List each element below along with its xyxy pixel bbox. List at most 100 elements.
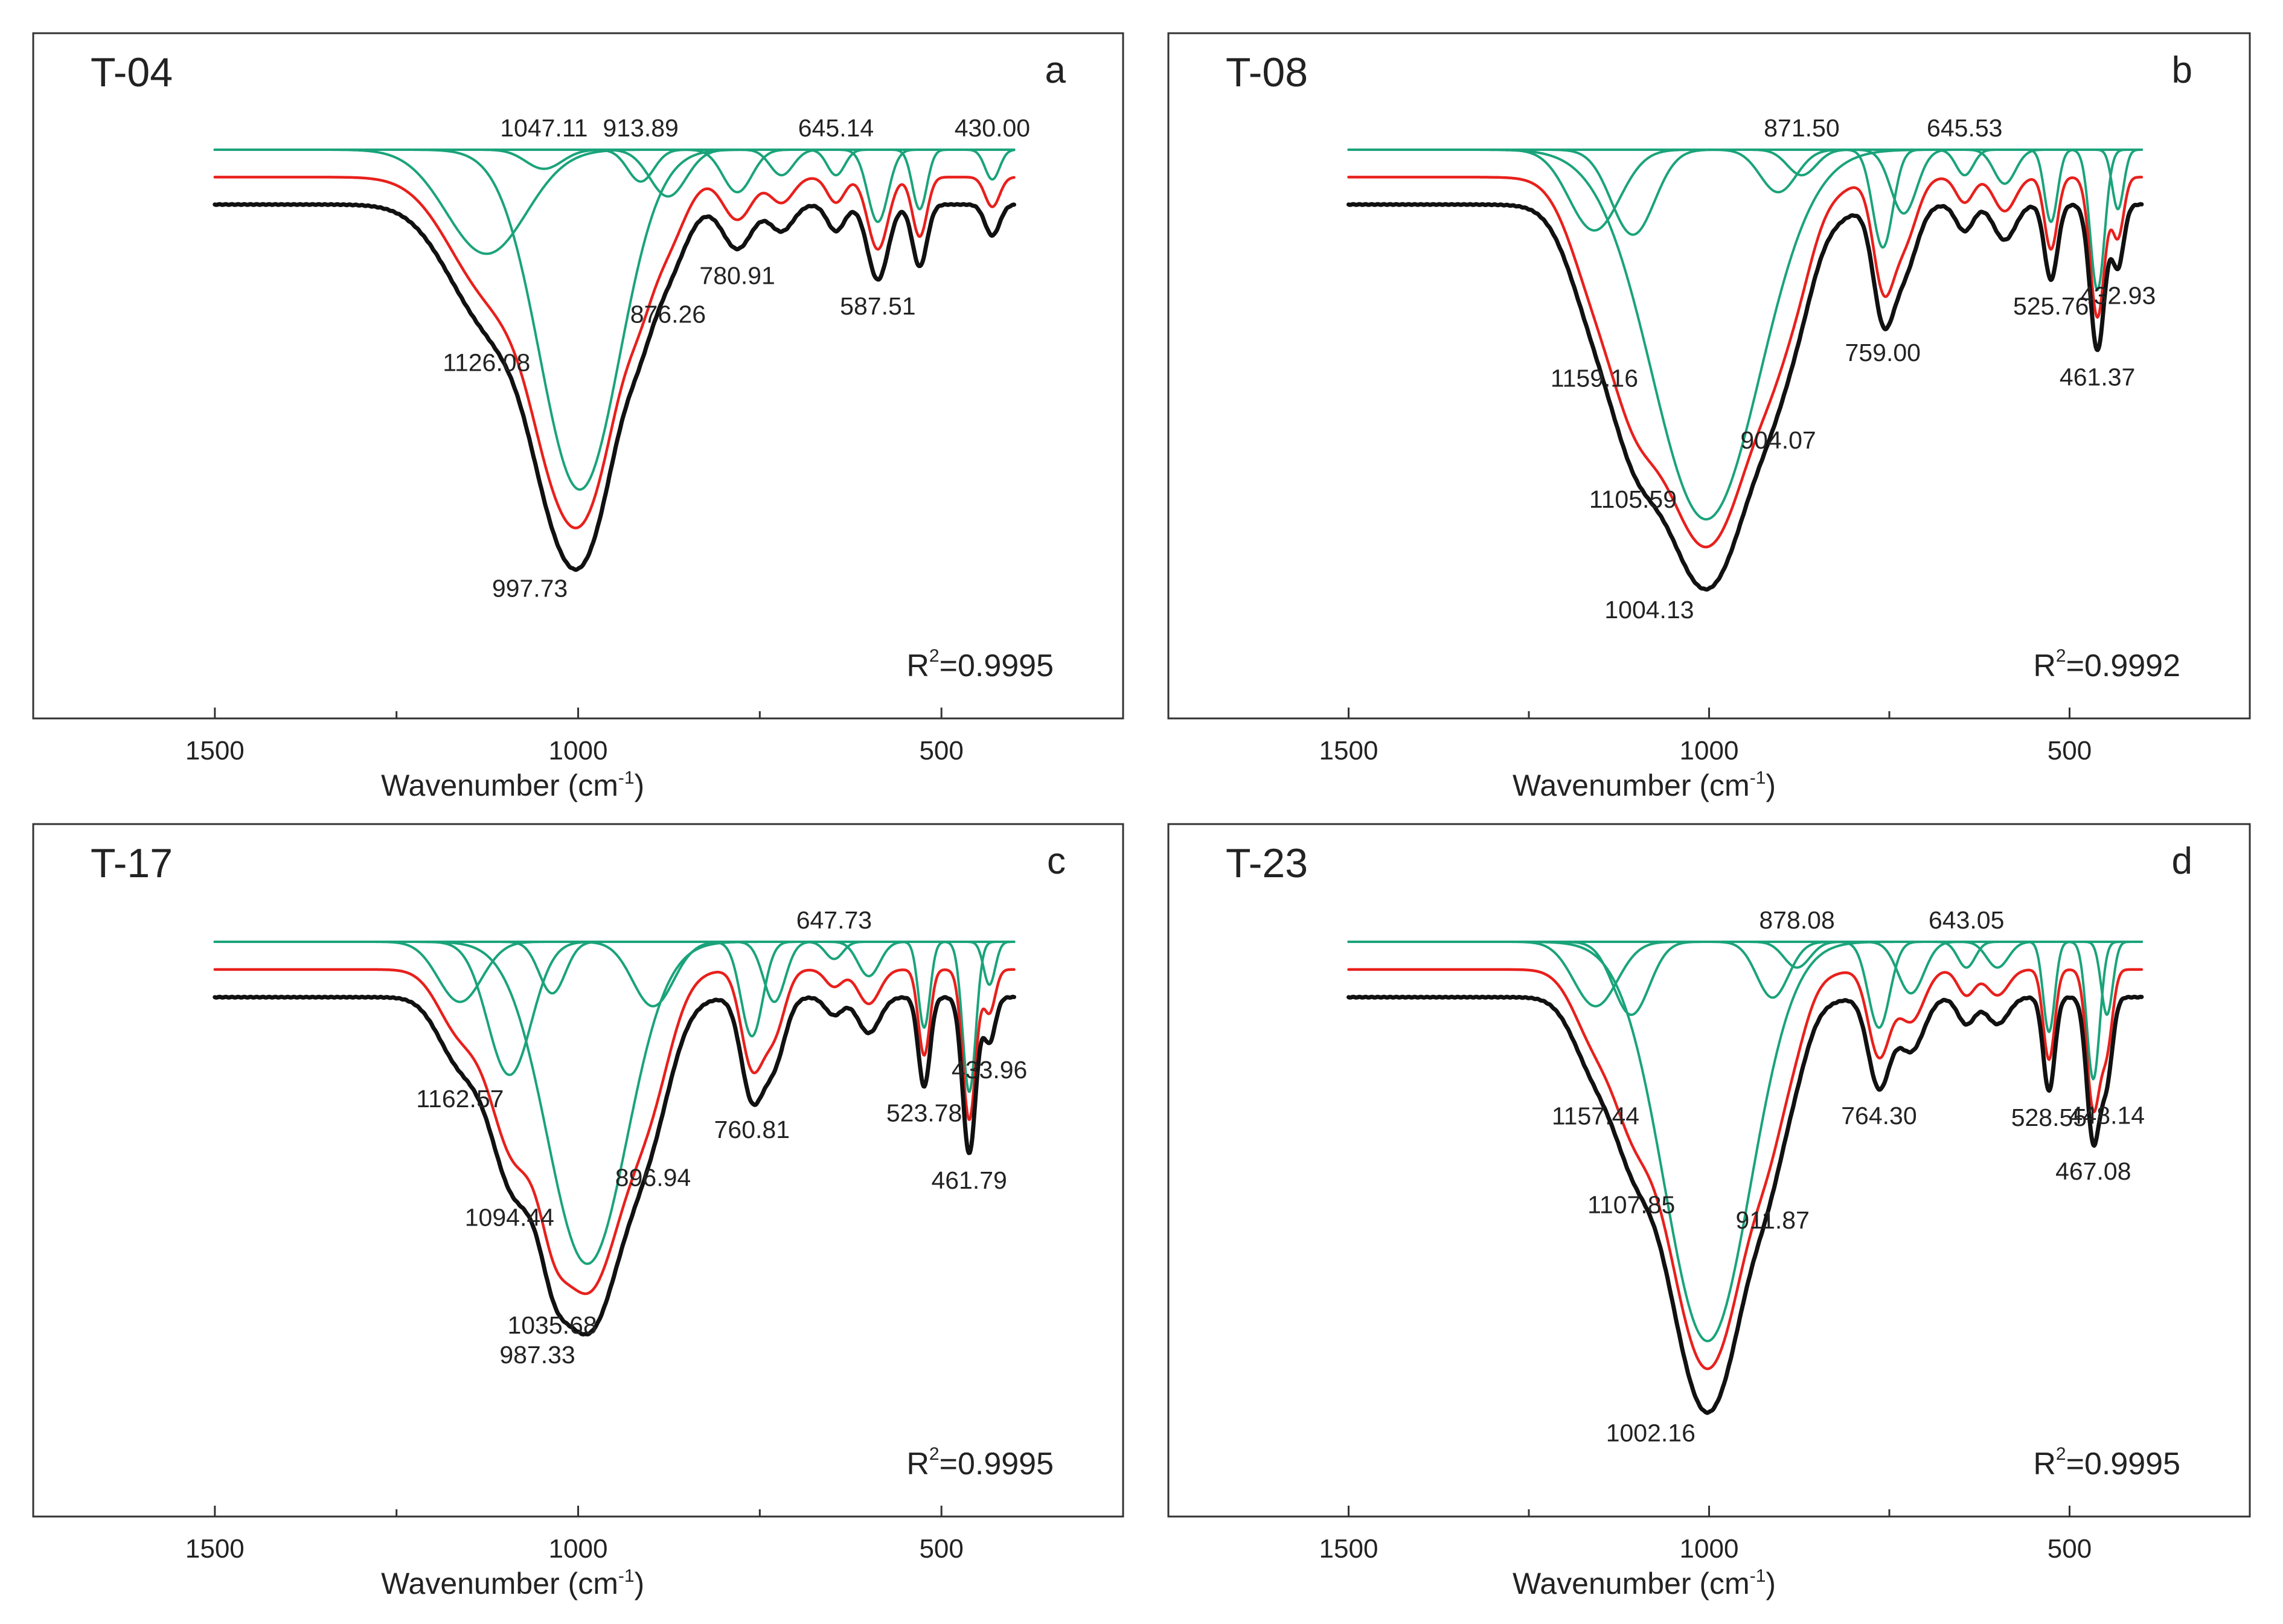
peak-label: 764.30 [1841, 1102, 1916, 1130]
fitted-spectrum [1347, 968, 2144, 1370]
panel-letter: c [1047, 840, 1066, 882]
component-peak-461.79 [213, 941, 1016, 1093]
peak-label: 461.37 [2060, 363, 2135, 391]
peak-label: 1107.85 [1587, 1191, 1675, 1219]
peak-label: 587.51 [840, 292, 915, 320]
peak-label: 645.53 [1927, 114, 2002, 142]
fitted-spectrum [213, 968, 1016, 1296]
x-tick-label: 1000 [1680, 1534, 1739, 1564]
component-peak-unlabeled-8 [1347, 149, 2143, 185]
peak-label: 911.87 [1736, 1206, 1810, 1234]
x-axis-title: Wavenumber (cm-1) [1513, 1566, 1776, 1600]
component-peak-760.81 [213, 941, 1016, 1038]
peak-labels: 1159.16 1105.59 1004.13 904.07 871.50 759.00 6… [1551, 114, 2156, 624]
peak-label: 430.00 [955, 114, 1030, 142]
x-axis: 1500 1000 500 [32, 1506, 1124, 1564]
sample-title: T-23 [1226, 840, 1308, 886]
peak-label: 1126.08 [443, 349, 530, 377]
peak-label: 1047.11 [500, 114, 588, 142]
fitted-spectrum [213, 176, 1016, 529]
x-tick-label: 1500 [185, 736, 245, 766]
component-peak-759.00 [1347, 149, 2143, 249]
peak-label: 759.00 [1845, 339, 1921, 366]
measured-spectrum [1346, 202, 2144, 592]
peak-label: 525.76 [2013, 292, 2089, 320]
r-squared: R2=0.9995 [2033, 1444, 2180, 1482]
measured-spectrum [1346, 994, 2144, 1415]
x-axis-title: Wavenumber (cm-1) [1513, 768, 1776, 802]
component-peak-433.96 [213, 941, 1016, 986]
x-tick-label: 500 [2048, 736, 2092, 766]
component-peak-1002.16 [1347, 941, 2143, 1343]
peak-label: 461.79 [931, 1166, 1007, 1194]
peak-label: 647.73 [796, 906, 872, 934]
x-axis-title: Wavenumber (cm-1) [381, 1566, 644, 1600]
x-tick-label: 1500 [1319, 1534, 1378, 1564]
component-peak-871.50 [1347, 149, 2143, 177]
component-curves [1347, 941, 2143, 1343]
peak-labels: 1126.08 1047.11 997.73 913.89 876.26 780.91 64… [443, 114, 1030, 603]
peak-label: 997.73 [492, 575, 568, 603]
peak-label: 1094.44 [465, 1204, 554, 1232]
sample-title: T-08 [1226, 50, 1308, 95]
peak-label: 1159.16 [1551, 365, 1638, 392]
peak-labels: 1157.44 1107.85 1002.16 911.87 878.08 764.30 6… [1552, 906, 2145, 1447]
measured-spectrum [213, 202, 1016, 572]
panel-a: 1500 1000 500 Wavenumber (cm-1) T-04 a R2=0.99… [32, 32, 1124, 802]
peak-label: 1162.57 [416, 1085, 504, 1113]
peak-label: 432.93 [2080, 281, 2156, 309]
peak-label: 528.55 [2011, 1104, 2087, 1131]
peak-label: 1035.68 [507, 1311, 597, 1339]
component-peak-1094.44 [213, 941, 1016, 1076]
x-tick-label: 1000 [549, 1534, 608, 1564]
panel-letter: d [2172, 840, 2192, 882]
x-tick-label: 500 [919, 1534, 963, 1564]
measured-spectrum [213, 994, 1016, 1337]
peak-label: 987.33 [499, 1341, 575, 1369]
peak-label: 871.50 [1764, 114, 1839, 142]
x-tick-label: 1500 [1319, 736, 1378, 766]
peak-label: 1004.13 [1604, 596, 1694, 624]
panel-d: 1500 1000 500 Wavenumber (cm-1) T-23 d R2=0.99… [1167, 823, 2251, 1600]
r-squared: R2=0.9995 [906, 646, 1054, 683]
component-peak-unlabeled-6 [1347, 941, 2143, 995]
component-peak-1035.68 [213, 941, 1016, 995]
peak-label: 1002.16 [1606, 1419, 1695, 1447]
panel-c: 1500 1000 500 Wavenumber (cm-1) T-17 c R2=0.99… [32, 823, 1124, 1600]
x-axis: 1500 1000 500 [1167, 1506, 2251, 1564]
r-squared: R2=0.9992 [2033, 646, 2180, 683]
sample-title: T-17 [91, 840, 173, 886]
r-squared: R2=0.9995 [906, 1444, 1054, 1482]
peak-label: 913.89 [603, 114, 678, 142]
x-tick-label: 500 [2048, 1534, 2092, 1564]
peak-label: 780.91 [699, 261, 775, 289]
peak-label: 904.07 [1740, 426, 1816, 454]
component-peak-523.78 [213, 941, 1016, 1029]
component-peak-1159.16 [1347, 149, 2143, 232]
component-peak-467.08 [1347, 941, 2143, 1081]
panel-b: 1500 1000 500 Wavenumber (cm-1) T-08 b R2=0.99… [1167, 32, 2251, 802]
fitted-spectrum [1347, 176, 2144, 549]
x-axis-title: Wavenumber (cm-1) [381, 768, 644, 802]
peak-label: 523.78 [886, 1099, 962, 1127]
x-tick-label: 1000 [1680, 736, 1739, 766]
panel-letter: a [1045, 50, 1066, 91]
component-peak-1105.59 [1347, 149, 2143, 236]
peak-label: 645.14 [798, 114, 874, 142]
component-peak-587.51 [213, 149, 1016, 223]
peak-label: 643.05 [1929, 906, 2004, 934]
component-peak-645.53 [1347, 149, 2143, 177]
peak-label: 896.94 [615, 1163, 691, 1191]
peak-label: 1105.59 [1589, 485, 1677, 513]
peak-label: 1157.44 [1552, 1102, 1639, 1130]
peak-label: 433.96 [952, 1056, 1027, 1084]
x-axis: 1500 1000 500 [32, 708, 1124, 766]
peak-label: 878.08 [1759, 906, 1834, 934]
peak-label: 760.81 [714, 1116, 790, 1143]
component-peak-461.37 [1347, 149, 2143, 292]
x-axis: 1500 1000 500 [1167, 708, 2251, 766]
peak-label: 448.14 [2069, 1101, 2145, 1129]
panel-letter: b [2172, 50, 2192, 91]
